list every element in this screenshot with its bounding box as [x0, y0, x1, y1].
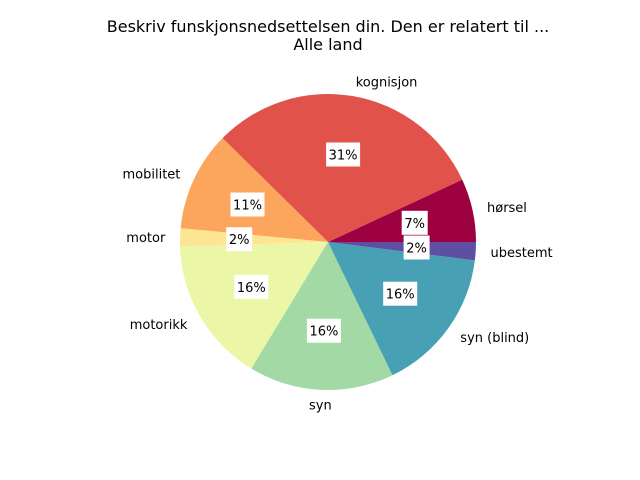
chart-title: Beskriv funskjonsnedsettelsen din. Den e… — [107, 17, 549, 36]
pct-label-box — [403, 235, 430, 260]
chart-subtitle: Alle land — [293, 35, 362, 54]
pct-label-box — [234, 274, 269, 299]
slice-label: kognisjon — [356, 76, 418, 91]
slice-label: motor — [126, 231, 166, 246]
pct-label-box — [383, 281, 418, 306]
slice-label: syn — [309, 399, 332, 414]
pie-slice-motor — [179, 228, 328, 247]
pct-label-box — [226, 227, 253, 252]
slice-label: mobilitet — [122, 167, 180, 182]
slice-pct-label: 7% — [404, 217, 425, 232]
slice-label: motorikk — [130, 318, 188, 333]
slice-label: ubestemt — [491, 246, 553, 261]
pct-label-box — [326, 142, 361, 167]
slice-pct-label: 2% — [229, 233, 250, 248]
slice-pct-label: 31% — [329, 149, 358, 164]
pct-label-box — [401, 210, 428, 235]
pct-label-box — [230, 192, 265, 217]
slice-label: hørsel — [487, 201, 527, 216]
pie-slice-kognisjon — [222, 94, 463, 243]
pie-labels: hørsel 7% kognisjon 31% mobilitet 11% motor 2% m… — [122, 76, 552, 414]
slice-label: syn (blind) — [460, 331, 529, 346]
pct-label-box — [306, 318, 341, 343]
slice-pct-label: 16% — [309, 325, 338, 340]
slice-pct-label: 16% — [386, 288, 415, 303]
pie-slice-motorikk — [180, 242, 328, 369]
pie-slice-syn-blind- — [328, 242, 475, 376]
slice-pct-label: 11% — [233, 199, 262, 214]
pie-slice-ubestemt — [328, 242, 476, 261]
pie-slices — [179, 94, 476, 390]
pie-slice-syn — [251, 242, 393, 390]
slice-pct-label: 16% — [237, 281, 266, 296]
pie-slice-mobilitet — [180, 138, 328, 242]
slice-pct-label: 2% — [406, 242, 427, 257]
pie-slice-h-rsel — [328, 179, 476, 242]
